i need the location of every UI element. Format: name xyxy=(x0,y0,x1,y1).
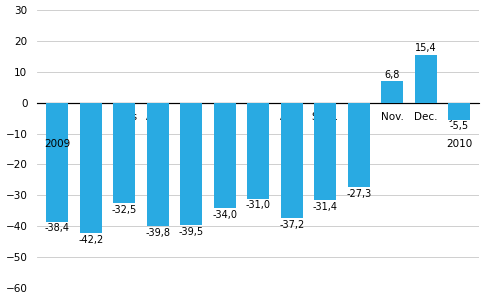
Text: 6,8: 6,8 xyxy=(384,70,399,80)
Text: -42,2: -42,2 xyxy=(78,235,103,245)
Bar xyxy=(314,103,335,200)
Text: -31,4: -31,4 xyxy=(312,202,337,212)
Bar xyxy=(80,103,102,233)
Bar xyxy=(414,55,436,103)
Text: -32,5: -32,5 xyxy=(111,205,136,215)
Bar xyxy=(46,103,68,221)
Text: 2009: 2009 xyxy=(44,139,70,148)
Text: -37,2: -37,2 xyxy=(279,220,304,230)
Text: -38,4: -38,4 xyxy=(45,224,70,233)
Bar xyxy=(448,103,469,120)
Text: 2010: 2010 xyxy=(445,139,471,148)
Text: -39,5: -39,5 xyxy=(178,227,203,237)
Text: -5,5: -5,5 xyxy=(449,122,468,131)
Bar xyxy=(113,103,135,203)
Bar xyxy=(280,103,302,218)
Text: 15,4: 15,4 xyxy=(414,43,436,53)
Bar xyxy=(180,103,202,225)
Text: -34,0: -34,0 xyxy=(212,210,237,220)
Bar xyxy=(380,81,402,103)
Bar xyxy=(247,103,269,199)
Bar xyxy=(147,103,168,226)
Text: -31,0: -31,0 xyxy=(245,200,270,210)
Text: -27,3: -27,3 xyxy=(346,189,371,199)
Bar xyxy=(347,103,369,187)
Bar xyxy=(213,103,235,208)
Text: -39,8: -39,8 xyxy=(145,228,170,238)
